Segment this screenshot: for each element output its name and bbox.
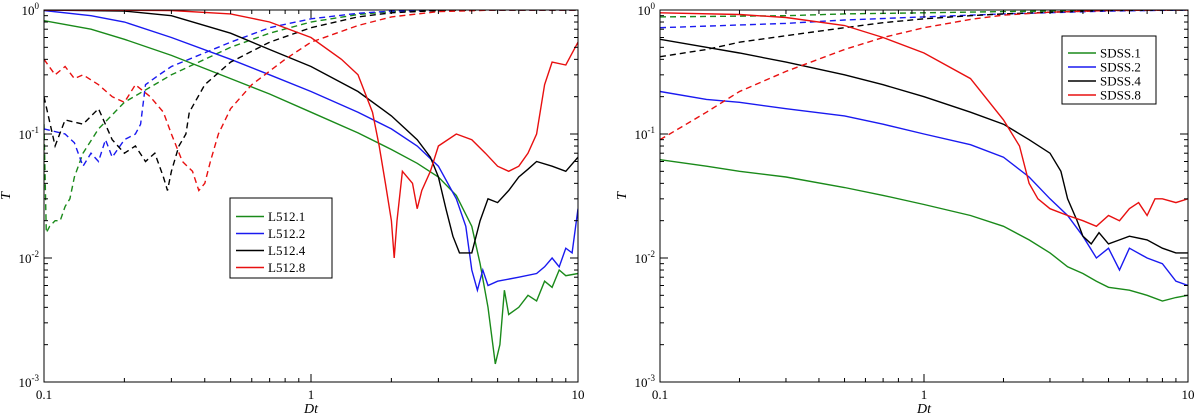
series-L512.2-solid-line	[44, 10, 578, 293]
legend-label-SDSS.2: SDSS.2	[1100, 60, 1141, 75]
series-group	[44, 10, 578, 365]
x-axis-label: Dt	[303, 402, 319, 415]
x-tick-label: 0.1	[36, 387, 52, 402]
legend-label-SDSS.8: SDSS.8	[1100, 88, 1141, 103]
series-L512.2-dashed-line	[44, 10, 578, 168]
series-SDSS.8-solid-line	[660, 12, 1188, 228]
series-L512.8-dashed-line	[44, 10, 578, 192]
series-SDSS.1-solid-line	[660, 159, 1188, 302]
series-SDSS.2-solid-line	[660, 90, 1188, 287]
legend-box	[1061, 35, 1157, 105]
y-tick-label: 10-1	[635, 125, 656, 142]
y-axis-label: T	[615, 191, 630, 200]
y-tick-label: 10-3	[19, 373, 40, 390]
chart-panel-2: 0.1 1 1010-310-210-1100DtTSDSS.1SDSS.2SDSS…	[615, 1, 1195, 415]
x-tick-label: 10	[572, 387, 585, 402]
legend-label-SDSS.1: SDSS.1	[1100, 46, 1141, 61]
y-axis-label: T	[0, 191, 14, 200]
x-axis-label: Dt	[916, 402, 932, 415]
legend-label-SDSS.4: SDSS.4	[1100, 74, 1141, 89]
series-SDSS.8-dashed-line	[660, 10, 1188, 141]
y-tick-label: 10-2	[635, 249, 656, 266]
x-tick-label: 1	[921, 387, 928, 402]
legend: L512.1 L512.2 L512.4 L512.8	[229, 197, 333, 279]
y-tick-label: 10-2	[19, 249, 40, 266]
series-L512.8-solid-line	[44, 10, 578, 259]
y-tick-label: 10-1	[19, 125, 40, 142]
x-tick-label: 10	[1182, 387, 1195, 402]
chart-panel-1: 0.1 1 1010-310-210-1100DtTL512.1L512.2L512…	[0, 1, 585, 415]
y-tick-label: 100	[22, 1, 40, 18]
series-L512.1-solid-line	[44, 20, 578, 365]
y-tick-label: 10-3	[635, 373, 656, 390]
series-SDSS.4-solid-line	[660, 38, 1188, 254]
x-tick-label: 0.1	[652, 387, 668, 402]
y-tick-label: 100	[638, 1, 656, 18]
series-L512.4-solid-line	[44, 10, 578, 254]
series-L512.4-dashed-line	[44, 10, 578, 191]
legend-label-L512.1: L512.1	[268, 209, 305, 224]
x-tick-label: 1	[308, 387, 315, 402]
legend-label-L512.2: L512.2	[268, 226, 305, 241]
legend-label-L512.8: L512.8	[268, 260, 305, 275]
legend-box	[229, 197, 333, 279]
series-L512.1-dashed-line	[44, 10, 578, 236]
legend-label-L512.4: L512.4	[268, 243, 306, 258]
